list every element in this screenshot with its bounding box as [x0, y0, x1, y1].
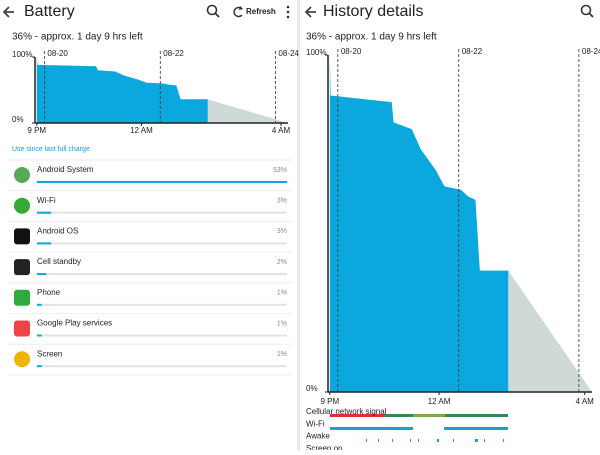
x-tick-label: 12 AM	[130, 126, 153, 135]
usage-bar	[37, 181, 287, 183]
date-label: 08-22	[163, 49, 184, 58]
projection	[207, 99, 288, 123]
date-label: 08-22	[462, 47, 483, 56]
x-tick-label: 4 AM	[272, 126, 291, 135]
divider	[297, 0, 300, 450]
date-label: 08-24	[278, 49, 299, 58]
x-tick-label: 4 AM	[576, 397, 595, 406]
section-label: Use since last full charge	[12, 146, 90, 153]
y-tick-label: 0%	[306, 384, 318, 393]
signal-label: Cellular network signal	[306, 407, 387, 416]
back-button[interactable]	[2, 6, 14, 18]
app-name: Android OS	[37, 227, 78, 236]
usage-track	[37, 303, 287, 306]
app-icon	[14, 259, 30, 276]
status-text: 36% - approx. 1 day 9 hrs left	[306, 32, 437, 43]
refresh-button[interactable]	[233, 6, 243, 18]
app-icon	[14, 289, 30, 306]
projection	[508, 270, 592, 392]
usage-bar	[37, 242, 52, 245]
app-icon	[14, 320, 30, 337]
usage-bar	[37, 334, 42, 337]
signal-label: Awake	[306, 432, 330, 441]
app-percent: 2%	[277, 259, 287, 266]
refresh-label[interactable]: Refresh	[246, 7, 276, 16]
app-name: Screen	[37, 349, 62, 358]
usage-bar	[37, 303, 42, 306]
app-icon	[14, 167, 30, 183]
status-text: 36% - approx. 1 day 9 hrs left	[12, 32, 143, 43]
app-name: Android System	[37, 165, 94, 174]
app-percent: 1%	[277, 320, 287, 327]
signal-label: Wi-Fi	[306, 419, 325, 428]
back-button[interactable]	[304, 6, 316, 18]
usage-bar	[37, 211, 52, 214]
signal-bars	[330, 414, 508, 442]
x-tick-label: 9 PM	[27, 126, 46, 135]
search-button[interactable]	[206, 4, 220, 18]
usage-track	[37, 242, 287, 245]
usage-track	[37, 365, 287, 368]
battery-area	[329, 55, 509, 392]
app-name: Google Play services	[37, 319, 112, 328]
app-percent: 1%	[277, 351, 287, 358]
screen-title: History details	[323, 3, 423, 20]
search-button[interactable]	[580, 4, 594, 18]
x-tick-label: 9 PM	[320, 397, 339, 406]
app-percent: 3%	[277, 198, 287, 205]
app-name: Cell standby	[37, 257, 81, 266]
date-label: 08-24	[582, 47, 600, 56]
date-label: 08-20	[47, 49, 68, 58]
y-tick-label: 100%	[306, 48, 326, 57]
app-icon	[14, 228, 30, 245]
app-percent: 53%	[273, 167, 287, 174]
app-percent: 3%	[277, 228, 287, 235]
app-name: Phone	[37, 288, 61, 297]
y-tick-label: 0%	[12, 115, 24, 124]
menu-button[interactable]	[286, 5, 290, 19]
usage-track	[37, 211, 287, 214]
usage-track	[37, 273, 287, 276]
app-name: Wi-Fi	[37, 196, 56, 205]
screen-title: Battery	[24, 3, 75, 20]
usage-track	[37, 334, 287, 337]
signal-label: Screen on	[306, 444, 342, 450]
app-icon	[14, 351, 30, 368]
usage-bar	[37, 365, 42, 368]
usage-bar	[37, 273, 47, 276]
app-percent: 1%	[277, 290, 287, 297]
y-tick-label: 100%	[12, 50, 32, 59]
x-tick-label: 12 AM	[428, 397, 451, 406]
date-label: 08-20	[341, 47, 362, 56]
app-icon	[14, 197, 30, 214]
battery-area	[36, 57, 208, 123]
